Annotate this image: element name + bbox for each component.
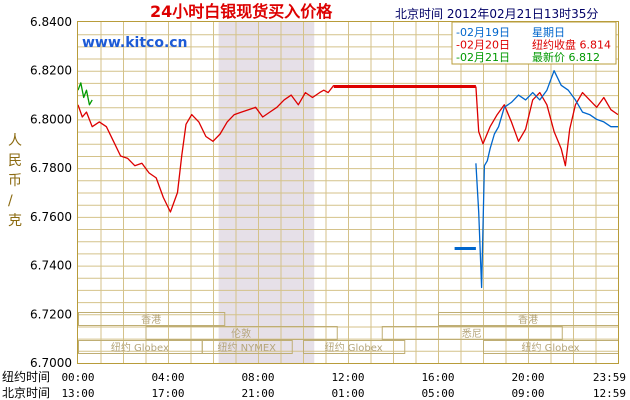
- y-axis-ticks: 6.7000 6.7200 6.7400 6.7600 6.7800 6.8000 6.82…: [30, 15, 72, 370]
- session-bar: [381, 326, 563, 340]
- y-tick-label: 6.7000: [30, 356, 72, 370]
- y-label-char: 人: [8, 133, 22, 149]
- x-tick-bj: 21:00: [241, 387, 274, 400]
- y-tick-label: 6.8000: [30, 112, 72, 126]
- y-tick-label: 6.7400: [30, 259, 72, 273]
- legend-date: -02月20日: [456, 39, 510, 52]
- session-label: 香港: [141, 314, 161, 326]
- x-tick-ny: 12:00: [331, 371, 364, 384]
- svg-text:人民币/克: 人民币 / 克: [8, 133, 22, 229]
- price-series: [77, 70, 619, 289]
- chart-title: 24小时白银现货买入价格: [150, 2, 333, 21]
- x-tick-bj: 12:59: [593, 387, 626, 400]
- x-tick-ny: 20:00: [511, 371, 544, 384]
- session-label: 纽约 Globex: [111, 341, 169, 354]
- series-line-02月20日: [475, 86, 619, 167]
- y-label-char: 克: [8, 213, 22, 229]
- session-label: 纽约 Globex: [521, 341, 579, 354]
- legend-extra: 纽约收盘 6.814: [532, 38, 611, 52]
- legend: -02月19日 星期日 -02月20日 纽约收盘 6.814 -02月21日 最新价 6.…: [451, 21, 617, 65]
- session-bar: [201, 340, 293, 354]
- ny-time-label: 纽约时间: [2, 369, 50, 384]
- x-tick-ny: 16:00: [421, 371, 454, 384]
- x-tick-bj: 17:00: [151, 387, 184, 400]
- timestamp: 北京时间 2012年02月21日13时35分: [395, 7, 598, 21]
- session-label: 悉尼: [462, 328, 482, 340]
- series-line-02月19日: [475, 70, 618, 289]
- y-tick-label: 6.8400: [30, 15, 72, 29]
- legend-date: -02月21日: [456, 51, 510, 64]
- x-tick-bj: 01:00: [331, 387, 364, 400]
- session-label: 纽约 NYMEX: [217, 341, 276, 354]
- y-tick-label: 6.7600: [30, 210, 72, 224]
- x-tick-ny: 08:00: [241, 371, 274, 384]
- x-tick-bj: 13:00: [61, 387, 94, 400]
- session-label: 香港: [518, 314, 538, 326]
- y-tick-label: 6.8200: [30, 64, 72, 78]
- x-tick-bj: 05:00: [421, 387, 454, 400]
- session-bar: [145, 326, 338, 340]
- plot-border: [77, 21, 619, 364]
- legend-extra: 星期日: [532, 26, 565, 39]
- y-label-char: 民: [8, 153, 22, 169]
- legend-extra: 最新价 6.812: [532, 50, 600, 64]
- chart-grid: [78, 22, 618, 363]
- x-axis-labels: 纽约时间 北京时间 00:00 04:00 08:00 12:00 16:00 20:00…: [2, 369, 626, 400]
- session-label: 纽约 Globex: [325, 341, 383, 354]
- y-label-char: 币: [8, 173, 22, 189]
- x-tick-ny: 23:59: [593, 371, 626, 384]
- legend-box: [451, 21, 617, 65]
- y-label-char: /: [8, 193, 13, 209]
- watermark-url: www.kitco.cn: [82, 35, 188, 51]
- series-line-02月21日: [77, 82, 93, 106]
- x-tick-ny: 04:00: [151, 371, 184, 384]
- session-label: 伦敦: [231, 327, 251, 340]
- session-bar: [303, 340, 406, 354]
- y-tick-label: 6.7800: [30, 161, 72, 175]
- series-line-02月20日: [77, 84, 335, 213]
- y-axis-label: 人民币 / 克: [8, 133, 22, 229]
- legend-date: -02月19日: [456, 26, 510, 39]
- x-tick-bj: 09:00: [511, 387, 544, 400]
- bj-time-label: 北京时间: [2, 386, 50, 400]
- session-bar: [78, 312, 226, 326]
- y-tick-label: 6.7200: [30, 307, 72, 321]
- x-tick-ny: 00:00: [61, 371, 94, 384]
